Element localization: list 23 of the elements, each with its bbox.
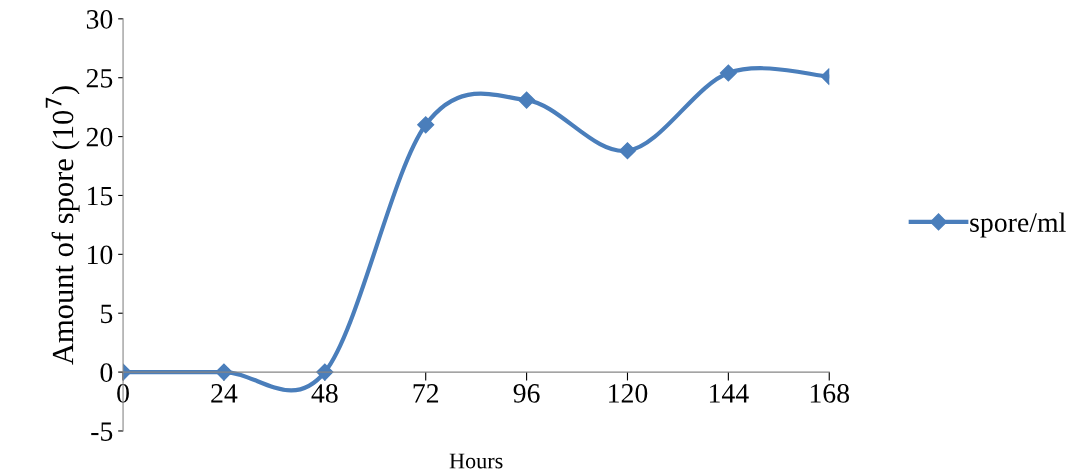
x-tick-label: 48 xyxy=(311,384,338,403)
x-tick-label: 72 xyxy=(413,384,439,403)
x-axis-title: Hours xyxy=(449,453,503,469)
x-tick-label: 168 xyxy=(810,384,850,403)
x-tick-label: 24 xyxy=(211,384,238,403)
legend-label: spore/ml xyxy=(970,212,1066,238)
y-axis-title: Amount of spore (10$^{7}$) xyxy=(45,86,80,365)
y-tick-label: 5 xyxy=(101,304,113,324)
x-tick-label: 0 xyxy=(117,384,129,403)
y-tick-label: 25 xyxy=(86,68,113,88)
point xyxy=(417,116,435,134)
x-tick-label: 96 xyxy=(513,384,540,403)
x-tick-label: 144 xyxy=(709,384,749,403)
y-tick-label: 30 xyxy=(86,10,113,29)
y-tick-label: 10 xyxy=(87,245,113,265)
point xyxy=(518,91,536,109)
point xyxy=(618,142,637,160)
y-tick-label: 0 xyxy=(100,363,113,382)
y-tick-label: -5 xyxy=(91,422,113,441)
y-tick-label: 15 xyxy=(87,186,113,206)
point xyxy=(719,64,737,82)
x-tick-label: 120 xyxy=(609,384,648,403)
y-tick-label: 20 xyxy=(86,127,113,147)
